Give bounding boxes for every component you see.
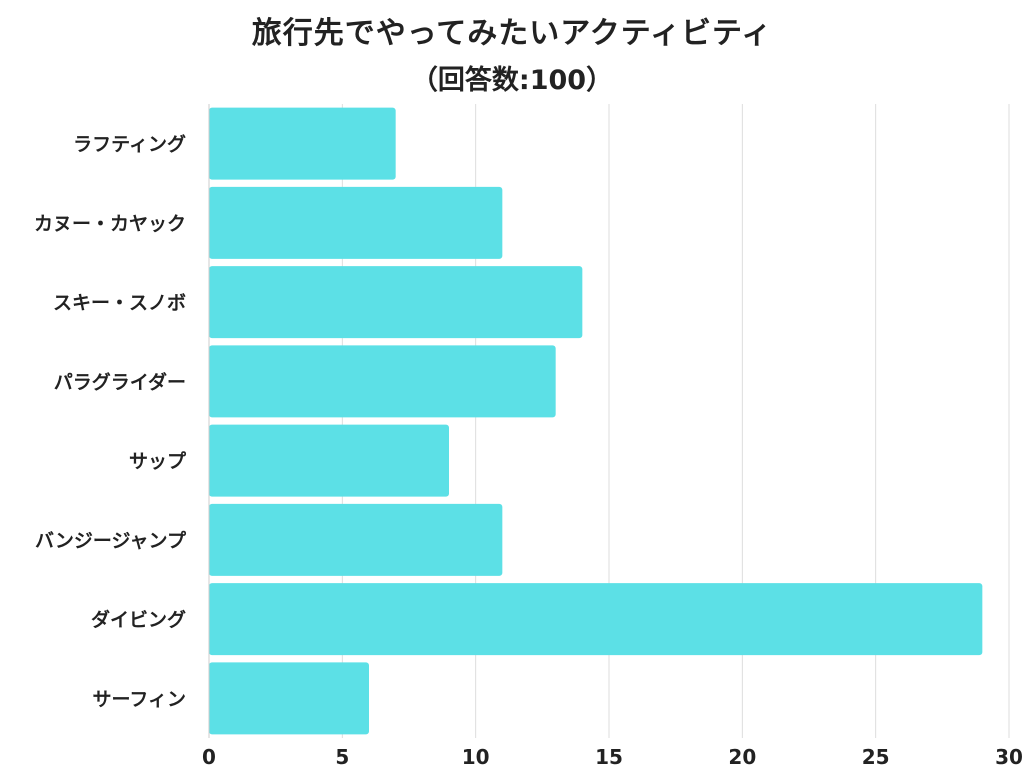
- bar: [209, 107, 396, 180]
- x-tick-label: 5: [335, 745, 349, 768]
- chart-title: 旅行先でやってみたいアクティビティ: [251, 16, 773, 51]
- category-label: パラグライダー: [54, 370, 186, 393]
- bar: [209, 583, 983, 656]
- bar: [209, 503, 503, 576]
- category-label: バンジージャンプ: [35, 529, 187, 552]
- bar: [209, 662, 369, 735]
- bar: [209, 345, 556, 418]
- category-label: ラフティング: [73, 133, 186, 156]
- category-label: カヌー・カヤック: [34, 213, 186, 235]
- x-tick-label: 25: [862, 745, 890, 768]
- bar: [209, 424, 449, 497]
- category-label: ダイビング: [91, 608, 186, 631]
- bar: [209, 266, 583, 339]
- x-tick-label: 20: [728, 745, 756, 768]
- category-label: スキー・スノボ: [53, 292, 186, 314]
- x-tick-label: 10: [462, 745, 490, 768]
- category-label: サーフィン: [93, 688, 186, 710]
- category-label: サップ: [129, 450, 187, 473]
- chart-subtitle: （回答数:100）: [410, 65, 614, 96]
- x-tick-label: 0: [202, 745, 216, 768]
- bar: [209, 186, 503, 259]
- x-tick-label: 15: [595, 745, 623, 768]
- x-tick-label: 30: [995, 745, 1023, 768]
